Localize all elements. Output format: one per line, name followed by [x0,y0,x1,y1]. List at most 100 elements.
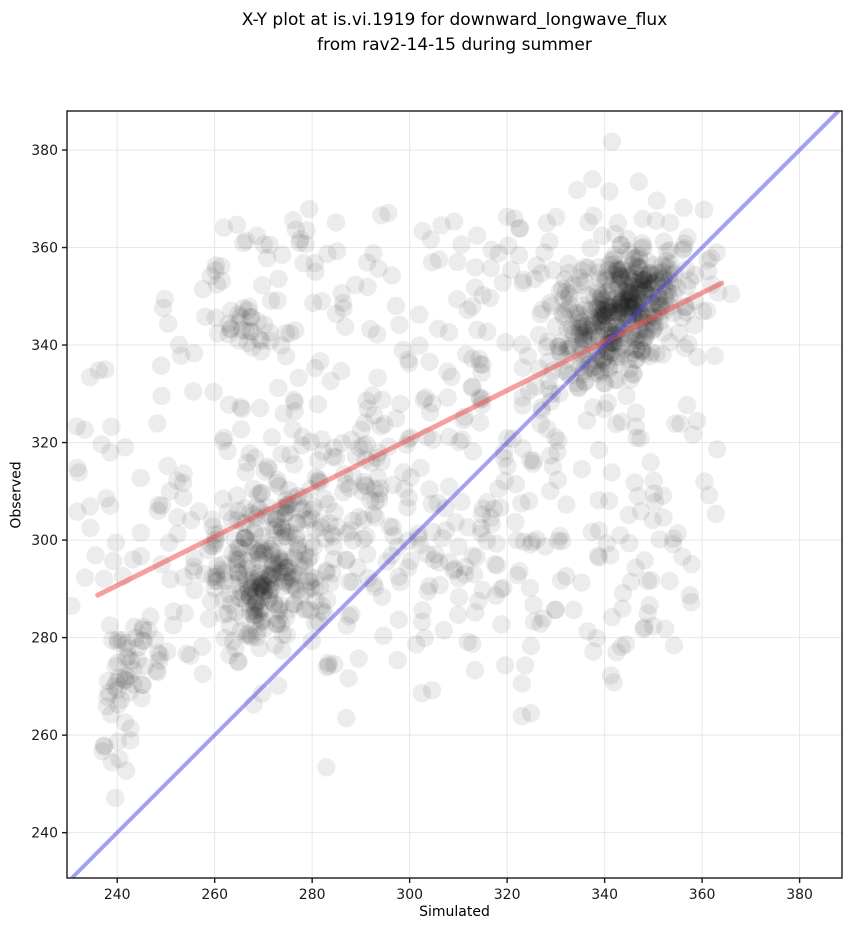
scatter-point [214,218,233,237]
scatter-point [227,215,247,234]
scatter-point [578,316,598,335]
scatter-point [609,305,628,324]
scatter-point [234,529,254,548]
scatter-point [349,507,368,527]
scatter-point [630,331,649,350]
scatter-point [354,529,373,549]
scatter-point [244,605,264,624]
scatter-point [619,305,638,325]
scatter-point [495,449,514,468]
scatter-point [613,583,633,603]
scatter-point [537,419,557,438]
scatter-point [463,349,482,368]
scatter-point [624,365,643,384]
scatter-point [201,591,220,611]
scatter-point [108,732,127,751]
scatter-point [152,386,171,406]
scatter-point [611,526,630,545]
scatter-point [512,494,531,513]
scatter-point [591,300,610,319]
scatter-point [122,651,141,670]
scatter-point [287,580,306,600]
scatter-point [239,531,259,550]
scatter-point [626,417,646,436]
scatter-point [361,490,380,510]
scatter-point [333,293,353,313]
scatter-point [569,310,589,329]
scatter-point [629,279,649,299]
scatter-point [276,571,295,590]
scatter-point [261,540,280,559]
scatter-point [420,480,439,499]
scatter-point [313,601,332,621]
scatter-point [206,256,226,275]
scatter-point [592,311,611,330]
scatter-point [214,605,234,624]
scatter-point [372,587,392,606]
scatter-point [247,592,267,612]
scatter-point [101,443,120,462]
scatter-point [225,530,244,550]
scatter-point [270,563,289,582]
scatter-point [254,235,274,254]
scatter-point [268,291,287,310]
scatter-point [300,567,319,586]
scatter-point [586,298,606,317]
scatter-point [594,301,614,321]
scatter-point [611,266,630,285]
scatter-point [238,559,257,578]
scatter-point [238,552,257,571]
scatter-point [223,544,242,563]
scatter-point [635,344,655,363]
scatter-point [264,593,284,613]
scatter-point [255,618,275,638]
scatter-point [262,565,282,584]
scatter-point [220,585,239,604]
scatter-point [281,324,300,343]
scatter-point [260,566,279,586]
scatter-point [337,616,356,635]
scatter-point [657,251,676,271]
scatter-point [364,406,384,425]
y-tick-label: 380 [31,143,58,159]
scatter-point [413,601,432,620]
x-tick-label: 380 [786,887,813,903]
scatter-point [572,353,591,373]
scatter-point [608,354,627,374]
scatter-point [322,524,341,543]
scatter-point [481,288,500,308]
scatter-point [189,502,209,521]
scatter-point [247,627,267,647]
scatter-point [524,612,544,631]
scatter-point [698,261,718,281]
scatter-point [260,235,279,255]
scatter-point [628,486,648,506]
scatter-point [621,296,640,316]
scatter-point [634,269,653,289]
scatter-point [207,565,226,584]
scatter-point [323,564,342,583]
scatter-point [226,638,245,658]
scatter-point [572,275,591,294]
scatter-point [566,304,585,323]
scatter-point [357,435,376,454]
scatter-point [108,680,127,700]
scatter-point [569,379,588,398]
scatter-point [263,542,282,561]
scatter-point [491,498,510,517]
scatter-point [412,612,432,631]
scatter-point [139,621,158,640]
scatter-point [634,237,653,256]
scatter-point [252,578,271,597]
scatter-point [627,350,646,369]
scatter-point [223,631,243,651]
scatter-point [352,482,372,501]
scatter-point [422,253,442,272]
scatter-point [269,602,288,621]
scatter-point [230,588,249,608]
scatter-point [634,282,654,301]
scatter-point [246,592,265,612]
scatter-point [680,271,699,290]
scatter-point [249,567,268,587]
scatter-point [193,637,212,656]
